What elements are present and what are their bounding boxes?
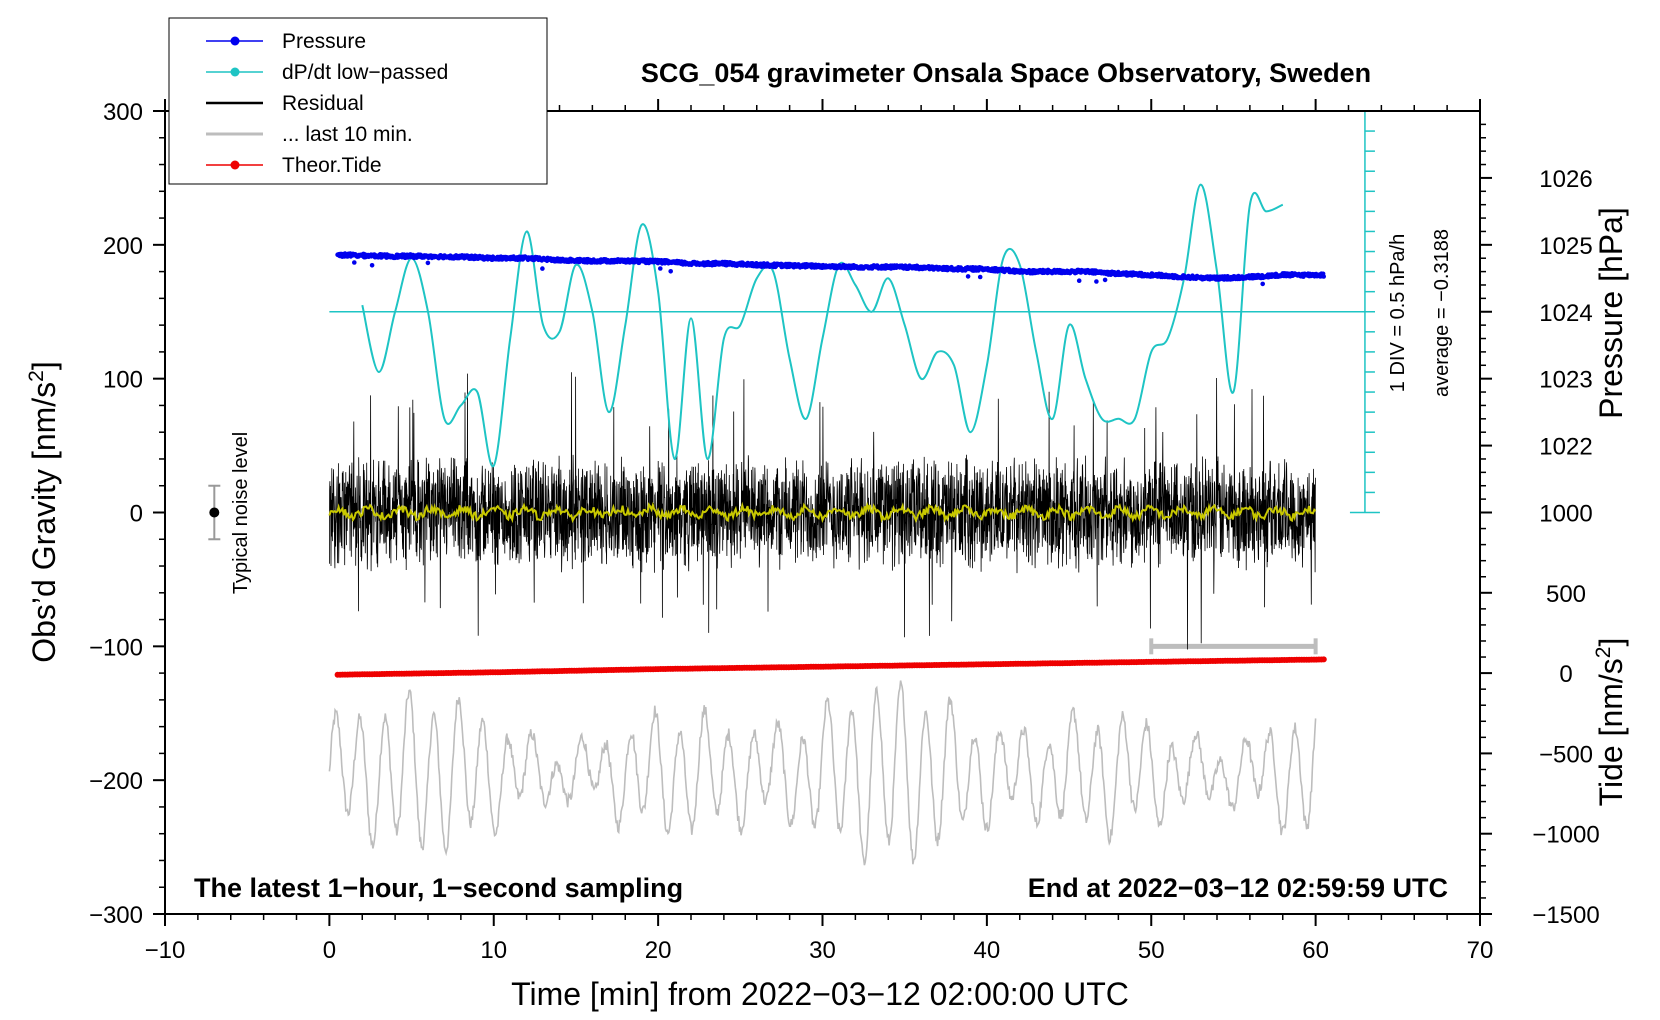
y-axis-title-left-end: ] (26, 361, 62, 370)
series-smoothed-residual (328, 501, 1317, 524)
y-axis-title-tide-sup: 2 (1592, 647, 1615, 659)
annotation-sampling: The latest 1−hour, 1−second sampling (194, 873, 683, 903)
x-tick-label: 70 (1467, 937, 1494, 964)
series-tide (334, 656, 1327, 678)
annotation-dpdt-average: average = −0.3188 (1431, 229, 1453, 397)
tide-tick-label: 1000 (1539, 501, 1592, 528)
pressure-point (369, 263, 375, 268)
pressure-point (977, 274, 983, 280)
x-axis-title: Time [min] from 2022−03−12 02:00:00 UTC (511, 976, 1129, 1012)
x-tick-label: 50 (1138, 937, 1165, 964)
pressure-tick-label: 1024 (1539, 300, 1592, 327)
pressure-point (352, 260, 357, 265)
legend-entry-pressure: Pressure (206, 30, 366, 53)
legend-entry-dpdt: dP/dt low−passed (206, 61, 448, 84)
annotation-noise-level: Typical noise level (230, 432, 252, 594)
pressure-point (1260, 281, 1265, 287)
y-axis-title-tide-end: ] (1593, 638, 1629, 647)
tide-point (1320, 656, 1327, 663)
y-axis-title-tide-main: Tide [nm/s (1593, 658, 1629, 806)
tide-tick-label: −500 (1539, 741, 1593, 768)
pressure-tick-label: 1023 (1539, 367, 1592, 394)
series-pressure (335, 251, 1326, 287)
axes-layer: −10 0 10 20 30 40 50 60 703002001000−100−200−300… (89, 99, 1600, 964)
tide-tick-label: 500 (1546, 581, 1586, 608)
x-tick-label: 0 (323, 937, 336, 964)
x-tick-label: −10 (145, 937, 186, 964)
noise-bar-center (209, 507, 220, 518)
y-tick-label: −300 (89, 902, 143, 929)
legend-box (168, 17, 548, 185)
series-dpdt (361, 183, 1284, 468)
pressure-point (540, 266, 545, 271)
y-axis-title-tide: Tide [nm/s2] (1592, 638, 1629, 807)
pressure-point (425, 260, 431, 266)
x-tick-label: 20 (645, 937, 672, 964)
y-tick-label: 0 (130, 501, 143, 528)
pressure-point (668, 269, 673, 274)
legend-entry-tide: Theor.Tide (206, 154, 382, 177)
annotation-end-time: End at 2022−03−12 02:59:59 UTC (1028, 873, 1448, 903)
y-axis-title-pressure: Pressure [hPa] (1593, 207, 1629, 419)
y-tick-label: 200 (103, 233, 143, 260)
x-tick-label: 60 (1302, 937, 1329, 964)
pressure-point (1321, 274, 1326, 279)
pressure-tick-label: 1025 (1539, 233, 1592, 260)
pressure-point (1094, 279, 1099, 284)
legend: Pressure dP/dt low−passed Residual ... l… (168, 17, 548, 185)
y-axis-title-left-sup: 2 (25, 370, 48, 382)
tide-tick-label: −1000 (1532, 822, 1599, 849)
pressure-point (1076, 278, 1082, 284)
legend-tide-label: Theor.Tide (282, 154, 382, 177)
plot-layer (208, 110, 1380, 866)
legend-dpdt-label: dP/dt low−passed (282, 61, 448, 84)
y-axis-title-left-main: Obs’d Gravity [nm/s (26, 382, 62, 663)
annotation-dpdt-scale: 1 DIV = 0.5 hPa/h (1387, 234, 1409, 392)
legend-entry-last10: ... last 10 min. (206, 123, 413, 146)
pressure-point (965, 274, 971, 279)
pressure-tick-label: 1026 (1539, 166, 1592, 193)
y-axis-title-left: Obs’d Gravity [nm/s2] (25, 361, 62, 663)
legend-residual-label: Residual (282, 92, 364, 115)
x-tick-label: 30 (809, 937, 836, 964)
chart-title: SCG_054 gravimeter Onsala Space Observat… (641, 58, 1371, 88)
tide-tick-label: 0 (1559, 661, 1572, 688)
legend-pressure-label: Pressure (282, 30, 366, 53)
y-tick-label: 100 (103, 367, 143, 394)
legend-entry-residual: Residual (206, 92, 364, 115)
x-tick-label: 40 (974, 937, 1001, 964)
y-tick-label: −200 (89, 768, 143, 795)
x-tick-label: 10 (480, 937, 507, 964)
y-tick-label: 300 (103, 99, 143, 126)
series-last10 (328, 680, 1317, 866)
legend-dpdt-marker (230, 67, 240, 77)
pressure-tick-label: 1022 (1539, 434, 1592, 461)
legend-last10-label: ... last 10 min. (282, 123, 413, 146)
series-residual (328, 372, 1316, 650)
pressure-point (1102, 277, 1108, 283)
y-tick-label: −100 (89, 634, 143, 661)
pressure-point (658, 266, 663, 271)
legend-tide-marker (230, 160, 240, 170)
tide-tick-label: −1500 (1532, 902, 1599, 929)
legend-pressure-marker (230, 36, 240, 46)
